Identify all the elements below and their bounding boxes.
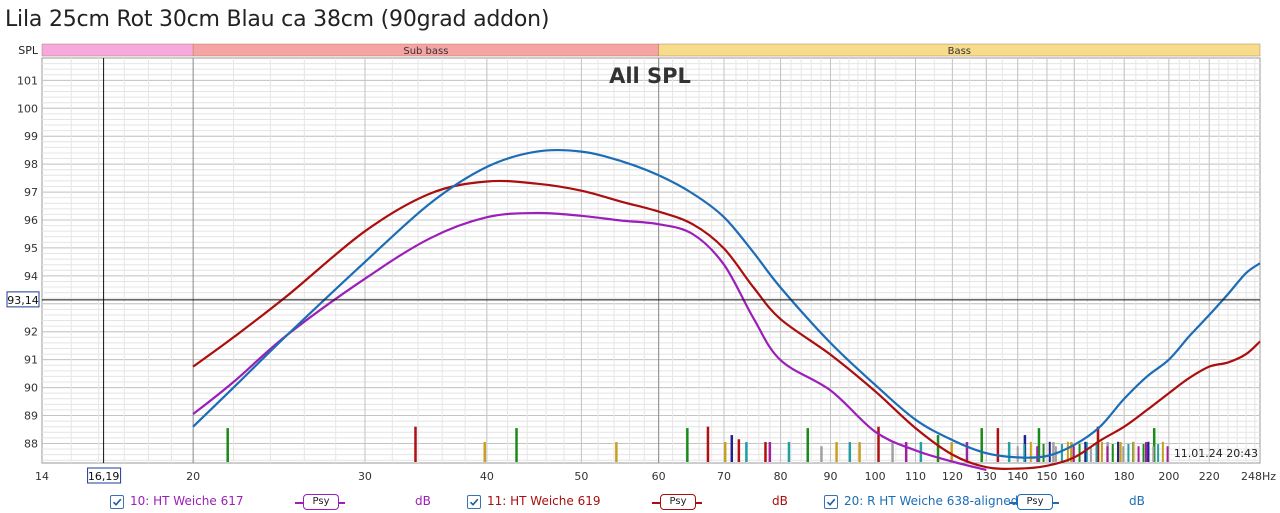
legend-checkbox[interactable]	[110, 495, 124, 509]
band-0	[41, 43, 194, 57]
band-label-2: Bass	[948, 46, 971, 57]
plot-title: All SPL	[609, 64, 691, 88]
frequency-bands: Sub bass Bass	[41, 43, 1261, 57]
y-tick-label: 97	[24, 186, 38, 199]
legend-unit: dB	[415, 494, 431, 508]
x-tick-label: 100	[865, 470, 886, 483]
x-tick-label: 160	[1064, 470, 1085, 483]
y-axis-label: SPL	[18, 44, 39, 57]
x-tick-label: 70	[717, 470, 731, 483]
y-tick-label: 88	[24, 437, 38, 450]
cursor-x-label: 16,19	[88, 470, 120, 483]
cursor-x-box	[87, 467, 122, 484]
plot-area	[41, 57, 1261, 464]
y-tick-label: 99	[24, 130, 38, 143]
x-tick-label: 50	[574, 470, 588, 483]
series-line-0[interactable]	[192, 211, 987, 472]
chart-title-window: Lila 25cm Rot 30cm Blau ca 38cm (90grad …	[5, 7, 550, 32]
x-tick-label: 200	[1158, 470, 1179, 483]
x-tick-label: 90	[823, 470, 837, 483]
cursor-y-box	[6, 291, 40, 308]
timestamp: 11.01.24 20:43	[1174, 447, 1258, 460]
x-tick-label: 180	[1114, 470, 1135, 483]
x-tick-label: 20	[186, 470, 200, 483]
legend-series-name: 10: HT Weiche 617	[130, 494, 244, 508]
grid-lines	[41, 57, 1261, 464]
x-tick-label: 150	[1036, 470, 1057, 483]
series-line-1[interactable]	[192, 179, 1261, 470]
y-tick-label: 89	[24, 410, 38, 423]
x-tick-label: 130	[976, 470, 997, 483]
legend-checkbox[interactable]	[467, 495, 481, 509]
legend-series-name: 11: HT Weiche 619	[487, 494, 601, 508]
cursor-crosshair: 93,14 16,19	[6, 58, 1260, 484]
x-tick-label: 248Hz	[1241, 470, 1276, 483]
y-tick-label: 101	[17, 74, 38, 87]
band-label-1: Sub bass	[403, 46, 448, 57]
x-tick-label: 120	[942, 470, 963, 483]
series-line-2[interactable]	[192, 148, 1261, 459]
x-tick-label: 60	[652, 470, 666, 483]
y-tick-label: 100	[17, 102, 38, 115]
legend-unit: dB	[1129, 494, 1145, 508]
y-tick-label: 94	[24, 270, 38, 283]
x-tick-label: 220	[1199, 470, 1220, 483]
series-lines	[192, 148, 1261, 472]
legend-psy-badge[interactable]: Psy	[660, 494, 696, 510]
legend-checkbox[interactable]	[824, 495, 838, 509]
y-tick-label: 92	[24, 326, 38, 339]
y-tick-label: 91	[24, 354, 38, 367]
x-tick-label: 14	[35, 470, 49, 483]
peak-markers	[226, 426, 1169, 462]
y-tick-label: 96	[24, 214, 38, 227]
y-tick-label: 95	[24, 242, 38, 255]
x-tick-label: 30	[358, 470, 372, 483]
legend-psy-badge[interactable]: Psy	[1017, 494, 1053, 510]
y-tick-label: 90	[24, 382, 38, 395]
legend-psy-badge[interactable]: Psy	[303, 494, 339, 510]
legend-series-name: 20: R HT Weiche 638-aligned	[844, 494, 1019, 508]
y-tick-label: 98	[24, 158, 38, 171]
cursor-y-label: 93,14	[7, 294, 39, 307]
band-2	[658, 43, 1261, 57]
spl-chart[interactable]: Sub bass Bass 14 20 30 40 50 60 70 80 90 100 110 120…	[0, 0, 1280, 492]
legend-unit: dB	[772, 494, 788, 508]
x-tick-label: 80	[774, 470, 788, 483]
x-tick-label: 40	[480, 470, 494, 483]
x-tick-label: 140	[1007, 470, 1028, 483]
x-tick-label: 110	[905, 470, 926, 483]
axis-ticks: 14 20 30 40 50 60 70 80 90 100 110 120 130 140 150 160 1…	[17, 74, 1276, 483]
